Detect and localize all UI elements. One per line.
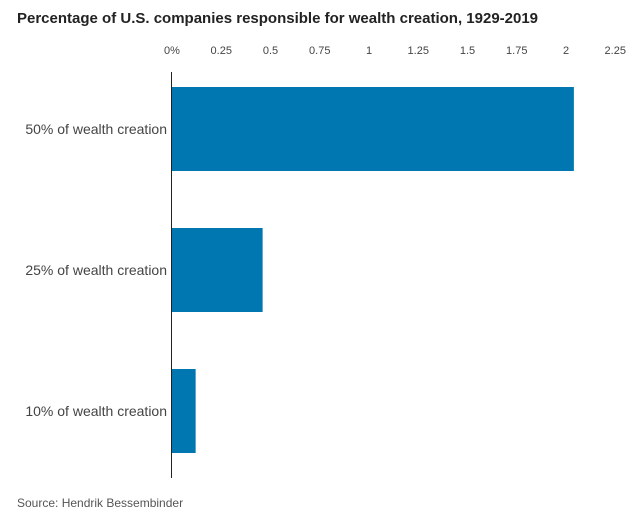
bar: [172, 87, 574, 171]
chart-title: Percentage of U.S. companies responsible…: [17, 10, 539, 27]
bar: [172, 369, 196, 453]
source-note: Source: Hendrik Bessembinder: [17, 496, 184, 510]
x-tick-label: 2: [563, 45, 569, 57]
x-tick-label: 1.75: [506, 45, 527, 57]
x-tick-label: 2.25: [605, 45, 626, 57]
bars: [172, 87, 574, 453]
x-tick-label: 0.5: [263, 45, 278, 57]
x-axis-ticks: 0% 0.25 0.5 0.75 1 1.25 1.5 1.75 2 2.25: [164, 45, 626, 57]
bar: [172, 228, 263, 312]
category-label: 10% of wealth creation: [25, 403, 167, 419]
x-tick-label: 0.75: [309, 45, 330, 57]
category-label: 50% of wealth creation: [25, 121, 167, 137]
category-labels: 50% of wealth creation 25% of wealth crea…: [25, 121, 167, 419]
x-tick-label: 0.25: [211, 45, 232, 57]
x-tick-label: 1: [366, 45, 372, 57]
x-tick-label: 0%: [164, 45, 180, 57]
category-label: 25% of wealth creation: [25, 262, 167, 278]
x-tick-label: 1.25: [408, 45, 429, 57]
x-tick-label: 1.5: [460, 45, 475, 57]
